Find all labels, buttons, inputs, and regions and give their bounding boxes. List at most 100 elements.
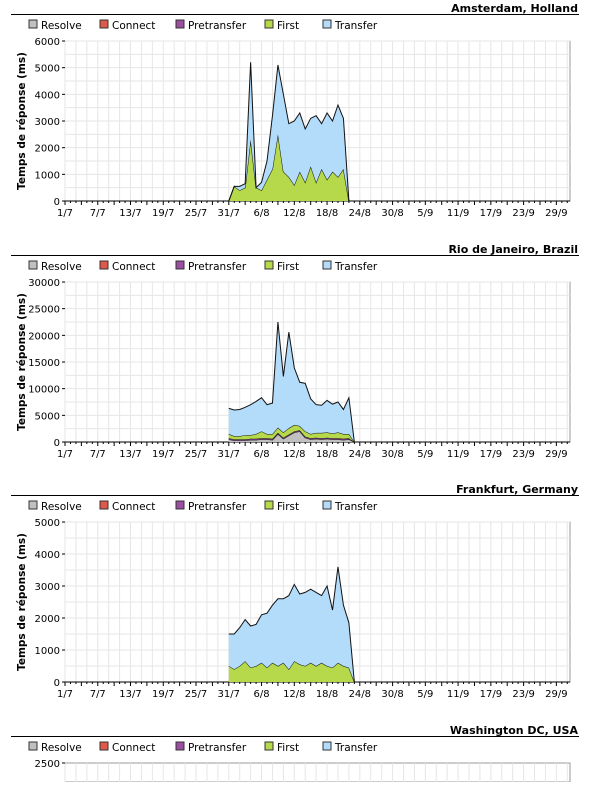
x-tick-label: 19/7	[152, 449, 174, 460]
y-tick-label: 0	[54, 438, 60, 449]
area-transfer	[228, 566, 355, 682]
x-tick-label: 24/8	[349, 449, 371, 460]
x-tick-label: 25/7	[185, 208, 207, 219]
x-tick-label: 6/8	[253, 208, 269, 219]
legend-label: First	[277, 20, 299, 32]
legend-swatch	[28, 260, 38, 270]
x-tick-label: 18/8	[316, 449, 338, 460]
y-tick-label: 20000	[28, 331, 60, 342]
legend-label: Connect	[112, 501, 155, 513]
legend-label: Transfer	[334, 261, 378, 273]
y-tick-label: 4000	[35, 90, 60, 101]
area-first	[228, 661, 355, 682]
y-tick-label: 0	[54, 678, 60, 689]
chart-title: Frankfurt, Germany	[456, 483, 578, 496]
x-tick-label: 13/7	[119, 689, 141, 700]
y-tick-label: 1000	[35, 646, 60, 657]
x-tick-label: 6/8	[253, 689, 269, 700]
legend-label: First	[277, 501, 299, 513]
x-tick-label: 29/9	[545, 449, 567, 460]
chart-panel: Rio de Janeiro, Brazil Resolve Connect Pret…	[11, 243, 579, 460]
legend-swatch	[99, 741, 109, 751]
legend-label: Pretransfer	[188, 742, 247, 754]
legend-swatch	[28, 500, 38, 510]
x-tick-label: 1/7	[57, 449, 73, 460]
x-tick-label: 1/7	[57, 689, 73, 700]
y-axis-label: Temps de réponse (ms)	[16, 52, 28, 190]
x-tick-label: 13/7	[119, 208, 141, 219]
x-tick-label: 29/9	[545, 208, 567, 219]
x-tick-label: 30/8	[381, 208, 403, 219]
chart-panel: Amsterdam, Holland Resolve Connect Pretrans…	[11, 2, 579, 219]
legend-label: Resolve	[41, 20, 82, 32]
y-tick-label: 1000	[35, 170, 60, 181]
legend-swatch	[322, 741, 332, 751]
line-transfer	[228, 566, 355, 683]
legend-label: Pretransfer	[188, 261, 247, 273]
legend-swatch	[264, 260, 274, 270]
chart-title: Washington DC, USA	[450, 724, 579, 737]
legend-swatch	[175, 19, 185, 29]
legend-label: Transfer	[334, 501, 378, 513]
y-tick-label: 2000	[35, 614, 60, 625]
x-tick-label: 11/9	[447, 449, 469, 460]
x-tick-label: 30/8	[381, 689, 403, 700]
line-transfer	[228, 321, 355, 443]
area-pretransfer	[228, 430, 355, 442]
y-tick-label: 4000	[35, 550, 60, 561]
plot-area	[64, 762, 571, 783]
legend-label: First	[277, 742, 299, 754]
x-tick-label: 23/9	[512, 208, 534, 219]
area-transfer	[228, 322, 355, 442]
y-axis-label: Temps de réponse (ms)	[16, 533, 28, 671]
legend-label: Resolve	[41, 501, 82, 513]
x-tick-label: 24/8	[349, 208, 371, 219]
x-tick-label: 29/9	[545, 689, 567, 700]
legend-label: Resolve	[41, 261, 82, 273]
x-tick-label: 1/7	[57, 208, 73, 219]
x-tick-label: 5/9	[417, 689, 433, 700]
legend-swatch	[99, 260, 109, 270]
area-first	[228, 424, 355, 442]
y-tick-label: 10000	[28, 385, 60, 396]
y-tick-label: 25000	[28, 305, 60, 316]
legend-swatch	[322, 19, 332, 29]
legend-swatch	[175, 500, 185, 510]
x-tick-label: 31/7	[218, 449, 240, 460]
x-tick-label: 24/8	[349, 689, 371, 700]
area-first	[228, 134, 349, 201]
y-tick-label: 6000	[35, 37, 60, 48]
chart-title: Rio de Janeiro, Brazil	[448, 243, 578, 256]
x-tick-label: 12/8	[283, 689, 305, 700]
y-tick-label: 5000	[35, 518, 60, 529]
x-tick-label: 30/8	[381, 449, 403, 460]
legend-swatch	[28, 741, 38, 751]
chart-panel: Frankfurt, Germany Resolve Connect Pretrans…	[11, 483, 579, 700]
legend-label: Connect	[112, 742, 155, 754]
y-tick-label: 5000	[35, 64, 60, 75]
x-tick-label: 7/7	[90, 689, 106, 700]
y-tick-label: 2000	[35, 144, 60, 155]
x-tick-label: 31/7	[218, 689, 240, 700]
x-tick-label: 17/9	[480, 689, 502, 700]
y-tick-label: 3000	[35, 582, 60, 593]
x-tick-label: 13/7	[119, 449, 141, 460]
legend-label: First	[277, 261, 299, 273]
legend-swatch	[322, 500, 332, 510]
x-tick-label: 19/7	[152, 208, 174, 219]
y-tick-label: 5000	[35, 411, 60, 422]
legend-swatch	[264, 741, 274, 751]
x-tick-label: 7/7	[90, 449, 106, 460]
legend-swatch	[28, 19, 38, 29]
x-tick-label: 12/8	[283, 208, 305, 219]
x-tick-label: 18/8	[316, 208, 338, 219]
area-transfer	[228, 62, 349, 202]
legend-label: Connect	[112, 261, 155, 273]
x-tick-label: 6/8	[253, 449, 269, 460]
x-tick-label: 17/9	[480, 449, 502, 460]
legend-label: Transfer	[334, 742, 378, 754]
legend-swatch	[264, 19, 274, 29]
legend-swatch	[322, 260, 332, 270]
x-tick-label: 11/9	[447, 689, 469, 700]
